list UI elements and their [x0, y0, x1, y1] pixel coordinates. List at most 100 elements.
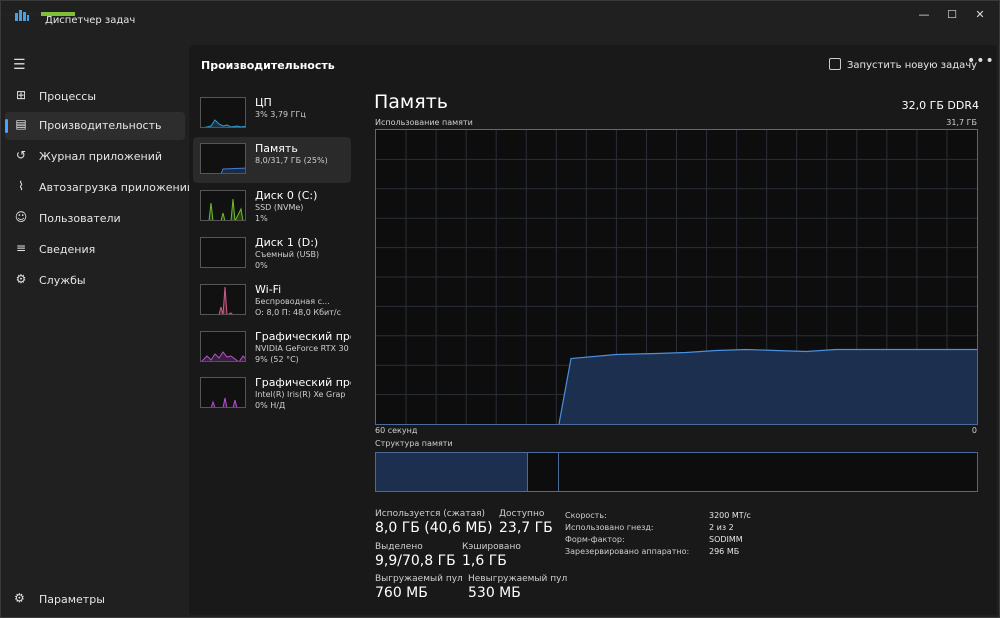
settings-label: Параметры — [39, 593, 105, 606]
cached-label: Кэшировано — [462, 542, 521, 552]
usage-area — [559, 349, 977, 424]
usage-label: Использование памяти — [375, 118, 473, 127]
slots-label: Использовано гнезд: — [565, 523, 654, 532]
device-item-1[interactable]: Память 8,0/31,7 ГБ (25%) — [193, 137, 351, 183]
speed-label: Скорость: — [565, 511, 607, 520]
device-name: Wi-Fi — [255, 283, 282, 296]
paged-pool-value: 760 МБ — [375, 585, 428, 601]
sidebar-item-processes[interactable]: ⊞ Процессы — [5, 83, 185, 111]
device-detail-line1: Съемный (USB) — [255, 250, 320, 259]
services-icon: ⚙ — [15, 272, 27, 286]
structure-standby-segment — [560, 453, 977, 491]
sidebar-item-details[interactable]: ≡ Сведения — [5, 236, 185, 264]
device-item-3[interactable]: Диск 1 (D:) Съемный (USB) 0% — [193, 231, 351, 277]
device-detail-line1: 3% 3,79 ГГц — [255, 110, 306, 119]
device-detail-line1: SSD (NVMe) — [255, 203, 304, 212]
device-name: Диск 0 (C:) — [255, 189, 318, 202]
committed-label: Выделено — [375, 542, 423, 552]
graph-axis-right: 0 — [971, 426, 977, 435]
history-icon: ↺ — [15, 148, 27, 162]
usage-graph-svg — [376, 130, 977, 424]
sidebar-item-startup-apps[interactable]: ⌇ Автозагрузка приложений — [5, 174, 194, 202]
sidebar-item-label: Сведения — [39, 243, 96, 256]
in-use-label: Используется (сжатая) — [375, 509, 486, 519]
title-bar[interactable]: Диспетчер задач — ☐ ✕ — [1, 1, 1000, 29]
sidebar-item-label: Процессы — [39, 90, 97, 103]
sidebar-item-performance[interactable]: ▤ Производительность — [5, 112, 185, 140]
structure-label: Структура памяти — [375, 439, 453, 448]
hardware-reserved-label: Зарезервировано аппаратно: — [565, 547, 690, 556]
sidebar-item-label: Автозагрузка приложений — [39, 181, 194, 194]
device-item-2[interactable]: Диск 0 (C:) SSD (NVMe) 1% — [193, 184, 351, 230]
processes-icon: ⊞ — [15, 88, 27, 102]
page-title: Производительность — [201, 59, 335, 72]
active-indicator — [5, 119, 8, 133]
device-sparkline — [218, 286, 233, 314]
device-detail-line1: 8,0/31,7 ГБ (25%) — [255, 156, 328, 165]
device-sparkline — [220, 167, 245, 173]
hamburger-menu-icon[interactable]: ☰ — [13, 57, 26, 73]
device-name: Графический про — [255, 330, 351, 343]
form-factor-value: SODIMM — [709, 535, 743, 544]
device-thumbnail-graph — [200, 237, 246, 268]
device-item-6[interactable]: Графический про Intel(R) Iris(R) Xe Grap 0… — [193, 371, 351, 417]
more-options-button[interactable]: ••• — [967, 53, 995, 69]
committed-value: 9,9/70,8 ГБ — [375, 553, 456, 569]
close-icon[interactable]: ✕ — [975, 8, 985, 21]
speed-value: 3200 MT/c — [709, 511, 751, 520]
available-value: 23,7 ГБ — [499, 520, 553, 536]
device-name: Память — [255, 142, 298, 155]
maximize-icon[interactable]: ☐ — [947, 8, 957, 21]
device-name: Диск 1 (D:) — [255, 236, 319, 249]
in-use-value: 8,0 ГБ (40,6 МБ) — [375, 520, 493, 536]
top-strip — [1, 1, 111, 16]
structure-modified-segment — [529, 453, 559, 491]
usage-max: 31,7 ГБ — [946, 118, 977, 127]
users-icon: ☺ — [14, 210, 28, 224]
device-item-5[interactable]: Графический про NVIDIA GeForce RTX 30 9% (… — [193, 325, 351, 371]
usage-line — [558, 348, 977, 424]
device-name: Графический про — [255, 376, 351, 389]
sidebar-item-label: Пользователи — [39, 212, 121, 225]
device-detail-line1: NVIDIA GeForce RTX 30 — [255, 344, 349, 353]
new-task-icon — [829, 58, 841, 70]
cached-value: 1,6 ГБ — [462, 553, 507, 569]
graph-axis-left: 60 секунд — [375, 426, 418, 435]
memory-spec: 32,0 ГБ DDR4 — [901, 99, 979, 112]
hardware-reserved-value: 296 МБ — [709, 547, 740, 556]
device-sparkline — [210, 397, 238, 407]
memory-usage-graph — [375, 129, 978, 425]
device-sparkline — [203, 119, 245, 127]
sidebar: ☰ ⊞ Процессы ▤ Производительность ↺ Журн… — [1, 43, 194, 618]
device-thumbnail-graph — [200, 377, 246, 408]
device-detail-line1: Беспроводная с... — [255, 297, 330, 306]
device-thumbnail-graph — [200, 143, 246, 174]
slots-value: 2 из 2 — [709, 523, 734, 532]
available-label: Доступно — [499, 509, 545, 519]
sidebar-item-app-history[interactable]: ↺ Журнал приложений — [5, 143, 185, 171]
settings-button[interactable]: ⚙ Параметры — [5, 587, 185, 611]
gear-icon: ⚙ — [14, 591, 25, 605]
device-detail-line2: 1% — [255, 214, 268, 223]
device-detail-line2: 0% Н/Д — [255, 401, 286, 410]
performance-icon: ▤ — [15, 117, 27, 131]
startup-icon: ⌇ — [18, 179, 24, 193]
device-item-0[interactable]: ЦП 3% 3,79 ГГц — [193, 91, 351, 137]
run-new-task-button[interactable]: Запустить новую задачу — [829, 58, 977, 71]
sidebar-item-users[interactable]: ☺ Пользователи — [5, 205, 185, 233]
device-name: ЦП — [255, 96, 272, 109]
nonpaged-pool-value: 530 МБ — [468, 585, 521, 601]
device-thumbnail-graph — [200, 97, 246, 128]
structure-used-segment — [376, 453, 528, 491]
window-title: Диспетчер задач — [45, 15, 136, 26]
device-thumbnail-graph — [200, 190, 246, 221]
sidebar-item-label: Службы — [39, 274, 86, 287]
sidebar-item-label: Производительность — [39, 119, 162, 132]
device-thumbnail-graph — [200, 331, 246, 362]
device-sparkline — [208, 198, 244, 220]
minimize-icon[interactable]: — — [918, 8, 930, 21]
device-sparkline — [201, 238, 246, 268]
performance-panel: Производительность Запустить новую задач… — [189, 45, 997, 615]
device-item-4[interactable]: Wi-Fi Беспроводная с... О: 8,0 П: 48,0 Кби… — [193, 278, 351, 324]
sidebar-item-services[interactable]: ⚙ Службы — [5, 267, 185, 295]
